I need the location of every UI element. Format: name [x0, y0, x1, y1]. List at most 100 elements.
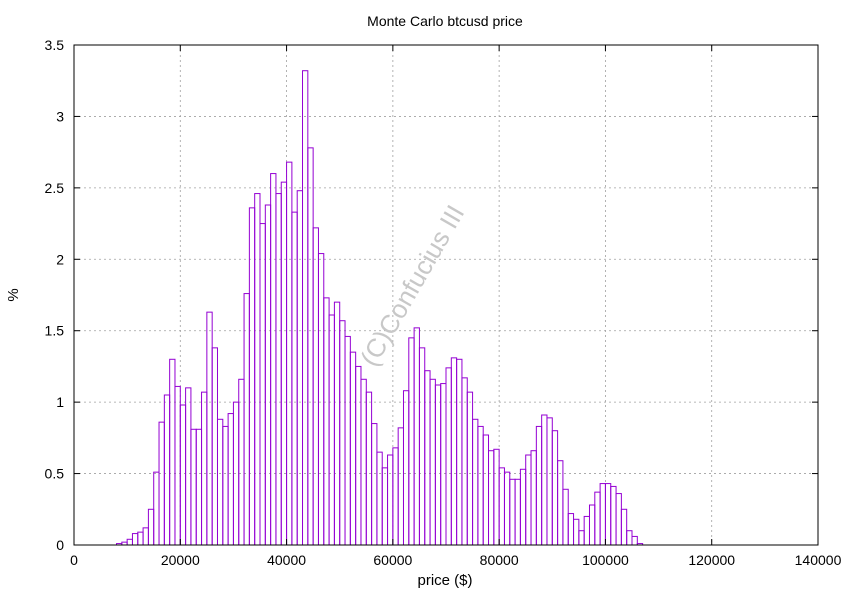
x-tick-label: 0 — [70, 552, 78, 568]
histogram-bar — [131, 533, 139, 546]
y-tick-label: 2 — [56, 251, 64, 267]
y-tick-label: 3 — [56, 108, 64, 124]
histogram-bar — [498, 467, 505, 546]
histogram-bar — [270, 173, 277, 546]
histogram-bar — [376, 451, 383, 546]
histogram-bar — [179, 404, 187, 546]
histogram-bar — [323, 297, 330, 546]
y-tick-label: 2.5 — [45, 180, 65, 196]
histogram-bar — [339, 320, 346, 546]
histogram-bar — [567, 513, 575, 546]
histogram-bar — [153, 471, 160, 546]
histogram-bar — [626, 530, 633, 546]
histogram-bar — [397, 427, 404, 546]
histogram-bar — [413, 327, 420, 546]
histogram-bar — [211, 347, 218, 546]
histogram-bar — [371, 423, 378, 546]
histogram-bar — [604, 483, 612, 546]
histogram-bar — [573, 518, 580, 546]
histogram-bar — [365, 391, 373, 546]
x-tick-labels: 0 20000 40000 60000 80000 100000 120000 140000 — [70, 552, 841, 568]
histogram-bar — [137, 531, 144, 546]
histogram-bar — [206, 311, 213, 546]
histogram-bar — [456, 358, 463, 546]
histogram-bar — [174, 385, 181, 546]
histogram-bar — [185, 387, 192, 546]
histogram-bar — [519, 468, 527, 546]
histogram-bar — [286, 161, 293, 546]
histogram-bar — [440, 383, 447, 546]
histogram-bar — [594, 491, 601, 546]
histogram-bar — [195, 428, 203, 546]
histogram-bar — [541, 414, 548, 546]
histogram-bar — [477, 425, 484, 546]
histogram-bar — [418, 347, 426, 546]
x-tick-label: 140000 — [795, 552, 842, 568]
y-tick-label: 3.5 — [45, 37, 65, 53]
histogram-bar — [307, 147, 314, 546]
histogram-bar — [535, 425, 543, 546]
y-tick-label: 1 — [56, 394, 64, 410]
y-tick-label: 1.5 — [45, 323, 65, 339]
histogram-bar — [344, 335, 351, 546]
x-tick-label: 80000 — [480, 552, 519, 568]
histogram-bar — [424, 370, 431, 546]
histogram-bar — [472, 418, 479, 546]
x-tick-label: 60000 — [373, 552, 412, 568]
histogram-bar — [562, 488, 569, 546]
histogram-bar — [392, 447, 399, 546]
histogram-bar — [615, 493, 622, 546]
histogram-bar — [259, 223, 266, 546]
x-axis-label: price ($) — [417, 572, 472, 589]
histogram-bar — [227, 413, 234, 546]
histogram-bar — [169, 358, 176, 546]
histogram-bar — [488, 450, 495, 546]
y-tick-labels: 0 0.5 1 1.5 2 2.5 3 3.5 — [45, 37, 65, 553]
histogram-bar — [264, 204, 272, 546]
histogram-bar — [493, 448, 500, 546]
histogram-bar — [620, 508, 628, 546]
histogram-bar — [126, 538, 133, 546]
histogram-bar — [312, 227, 319, 546]
x-tick-label: 120000 — [688, 552, 735, 568]
histogram-bar — [291, 211, 298, 546]
histogram-bar — [222, 425, 229, 546]
histogram-bar — [402, 390, 410, 546]
histogram-bar — [461, 377, 468, 546]
histogram-bar — [466, 391, 474, 546]
histogram-bar — [243, 293, 250, 546]
histogram-bar — [333, 301, 341, 546]
histogram-bar — [503, 471, 511, 546]
histogram-bar — [238, 378, 245, 546]
y-tick-label: 0.5 — [45, 466, 65, 482]
histogram-bar — [387, 454, 394, 546]
histogram-bar — [509, 478, 516, 546]
histogram-bar — [450, 357, 458, 546]
histogram-bar — [588, 504, 596, 546]
histogram-bar — [142, 527, 149, 546]
histogram-bar — [381, 467, 389, 546]
histogram-bar — [317, 253, 325, 546]
histogram-bar — [546, 417, 553, 546]
histogram-bar — [349, 351, 357, 546]
plot-frame — [73, 44, 819, 546]
histogram-bar — [445, 367, 452, 546]
histogram-bar — [583, 515, 590, 546]
x-tick-label: 20000 — [161, 552, 200, 568]
x-tick-label: 40000 — [267, 552, 306, 568]
histogram-bar — [610, 485, 617, 546]
histogram-bar — [296, 190, 304, 546]
histogram-bar — [514, 478, 521, 546]
histogram-bar — [328, 314, 335, 546]
histogram-bar — [429, 378, 436, 546]
chart-title: Monte Carlo btcusd price — [367, 13, 523, 29]
histogram-bar — [163, 394, 171, 546]
y-axis-label: % — [5, 288, 22, 301]
histogram-bar — [190, 428, 197, 546]
histogram-bar — [631, 535, 638, 546]
watermark-annotation: (C)Confucius III — [354, 200, 470, 371]
histogram-bar — [355, 365, 362, 546]
histogram-bar — [216, 418, 224, 546]
histogram-bar — [254, 193, 261, 546]
